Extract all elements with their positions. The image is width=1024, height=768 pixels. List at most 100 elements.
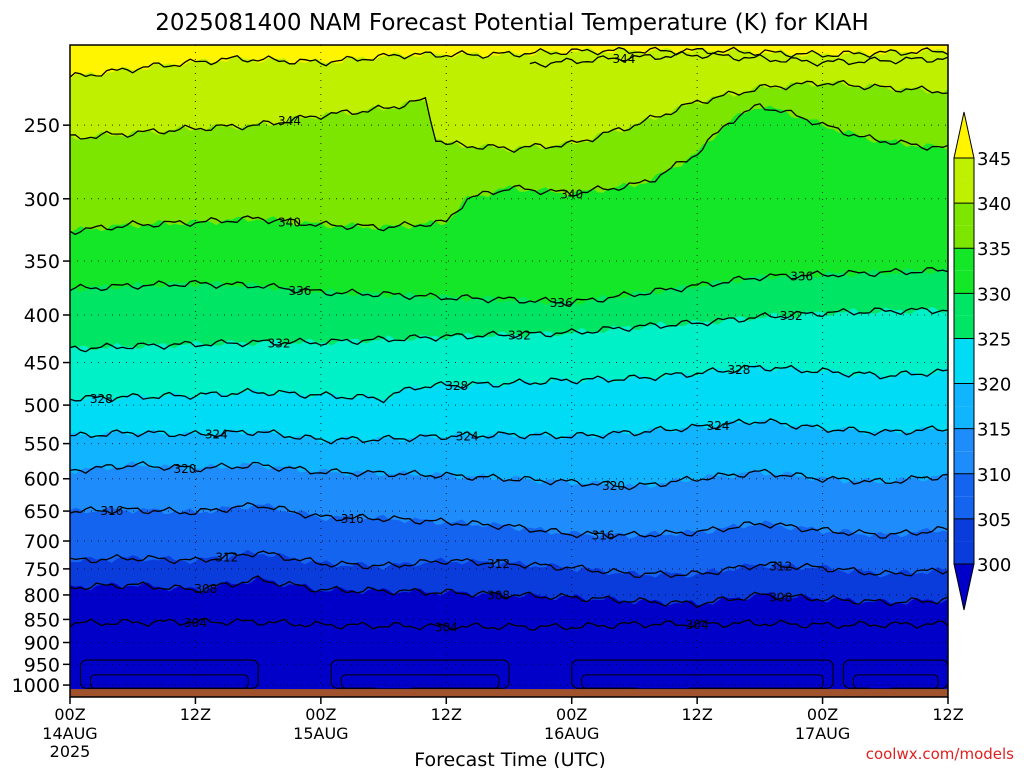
- isentrope-336: [70, 267, 948, 307]
- x-tick-label-time: 00Z: [556, 705, 587, 724]
- colorbar-swatch-lower-320: [954, 361, 974, 384]
- x-tick-label-date: 17AUG: [795, 724, 850, 743]
- isentrope-label-344: 344: [278, 114, 301, 128]
- isentrope-lines: [70, 46, 948, 631]
- isentrope-label-320: 320: [174, 462, 197, 476]
- isentrope-308: [70, 575, 948, 609]
- y-tick-label: 500: [24, 395, 60, 417]
- colorbar-swatch-upper-320: [954, 338, 974, 361]
- y-tick-label: 800: [24, 585, 60, 607]
- y-tick-label: 850: [24, 609, 60, 631]
- isentrope-label-340: 340: [560, 187, 583, 201]
- surface-pocket-inner-contour: [852, 674, 939, 689]
- x-tick-label-date: 16AUG: [544, 724, 599, 743]
- x-tick-label-time: 00Z: [54, 705, 85, 724]
- isentrope-label-304: 304: [686, 618, 709, 632]
- colorbar-label: 335: [977, 239, 1011, 260]
- plot-area: 304 304 304 308 308 308 312 312 312 316 316 316 320 3…: [70, 45, 948, 697]
- surface-pocket-inner-contour: [340, 674, 500, 689]
- y-axis: 2503003504004505005506006507007508008509…: [12, 115, 70, 697]
- surface-pocket-inner-contour: [581, 674, 824, 689]
- theta-fill-layers: [70, 45, 948, 697]
- y-tick-label: 650: [24, 501, 60, 523]
- isentrope-label-336: 336: [550, 296, 573, 310]
- theta-fill-above-348: [70, 45, 948, 80]
- isentrope-label-304: 304: [184, 616, 207, 630]
- colorbar-swatch-lower-330: [954, 270, 974, 294]
- x-tick-label-time: 12Z: [681, 705, 712, 724]
- y-tick-label: 950: [24, 654, 60, 676]
- colorbar-label: 300: [977, 555, 1011, 576]
- y-tick-label: 300: [24, 189, 60, 211]
- colorbar-swatch-upper-340: [954, 158, 974, 181]
- colorbar-label: 345: [977, 149, 1011, 170]
- colorbar-swatch-upper-310: [954, 428, 974, 452]
- isentrope-label-332: 332: [268, 336, 291, 350]
- x-tick-label-time: 12Z: [932, 705, 963, 724]
- y-tick-label: 750: [24, 559, 60, 581]
- colorbar-swatch-upper-305: [954, 473, 974, 497]
- colorbar-swatch-lower-305: [954, 496, 974, 519]
- colorbar-swatch-lower-315: [954, 406, 974, 429]
- colorbar-label: 340: [977, 194, 1011, 215]
- isentrope-label-340: 340: [278, 216, 301, 230]
- isentrope-label-328: 328: [90, 392, 113, 406]
- isentrope-340: [70, 103, 948, 236]
- y-tick-label: 350: [24, 251, 60, 273]
- colorbar-swatch-lower-340: [954, 180, 974, 204]
- colorbar-swatch-upper-330: [954, 248, 974, 271]
- colorbar-label: 330: [977, 284, 1011, 305]
- isentrope-304: [70, 617, 948, 631]
- isentrope-label-332: 332: [508, 328, 531, 342]
- isentrope-label-316: 316: [341, 512, 364, 526]
- isentrope-label-324: 324: [456, 430, 479, 444]
- isentrope-344: [529, 50, 948, 68]
- isentrope-316: [70, 501, 948, 539]
- isentrope-348: [70, 46, 948, 78]
- isentrope-328: [70, 364, 948, 404]
- credit-text: coolwx.com/models: [866, 745, 1014, 763]
- theta-fill-above-344: [70, 45, 948, 153]
- colorbar-label: 305: [977, 510, 1011, 531]
- isentrope-label-336: 336: [288, 284, 311, 298]
- chart-title: 2025081400 NAM Forecast Potential Temper…: [155, 10, 869, 36]
- isentrope-label-316: 316: [592, 529, 615, 543]
- isentrope-label-320: 320: [602, 479, 625, 493]
- x-axis-label: Forecast Time (UTC): [414, 749, 605, 768]
- y-tick-label: 1000: [12, 675, 60, 697]
- colorbar-extend-min: [953, 563, 975, 611]
- x-tick-label-date: 15AUG: [293, 724, 348, 743]
- colorbar-label: 310: [977, 465, 1011, 486]
- near-surface-pockets: [79, 659, 948, 689]
- colorbar-label: 315: [977, 420, 1011, 441]
- y-tick-label: 450: [24, 353, 60, 375]
- isentrope-label-308: 308: [194, 582, 217, 596]
- colorbar-swatch-lower-335: [954, 225, 974, 249]
- y-tick-label: 600: [24, 469, 60, 491]
- surface-pocket-cold-core: [869, 685, 891, 689]
- x-tick-label-time: 00Z: [305, 705, 336, 724]
- isentrope-label-312: 312: [487, 557, 510, 571]
- isentrope-324: [70, 418, 948, 445]
- isentrope-312: [70, 550, 948, 579]
- colorbar-swatch-lower-300: [954, 541, 974, 564]
- isentrope-332: [70, 307, 948, 353]
- x-tick-label-date: 14AUG: [42, 724, 97, 743]
- x-tick-label-time: 12Z: [431, 705, 462, 724]
- colorbar: 300 305 310 315 320 325 330 335 340 345: [953, 111, 1011, 611]
- colorbar-swatch-upper-325: [954, 293, 974, 316]
- y-tick-label: 400: [24, 305, 60, 327]
- colorbar-swatch-upper-335: [954, 203, 974, 226]
- colorbar-label: 325: [977, 329, 1011, 350]
- isentrope-label-312: 312: [769, 560, 792, 574]
- y-tick-label: 700: [24, 531, 60, 553]
- surface-pocket-cold-core: [375, 685, 412, 689]
- x-tick-label-year: 2025: [50, 742, 91, 761]
- isentrope-label-336: 336: [790, 269, 813, 283]
- colorbar-swatch-upper-315: [954, 383, 974, 407]
- surface-pocket-inner-contour: [89, 674, 249, 689]
- surface-pocket-cold-core: [637, 685, 690, 689]
- colorbar-label: 320: [977, 375, 1011, 396]
- isentrope-label-312: 312: [215, 551, 238, 565]
